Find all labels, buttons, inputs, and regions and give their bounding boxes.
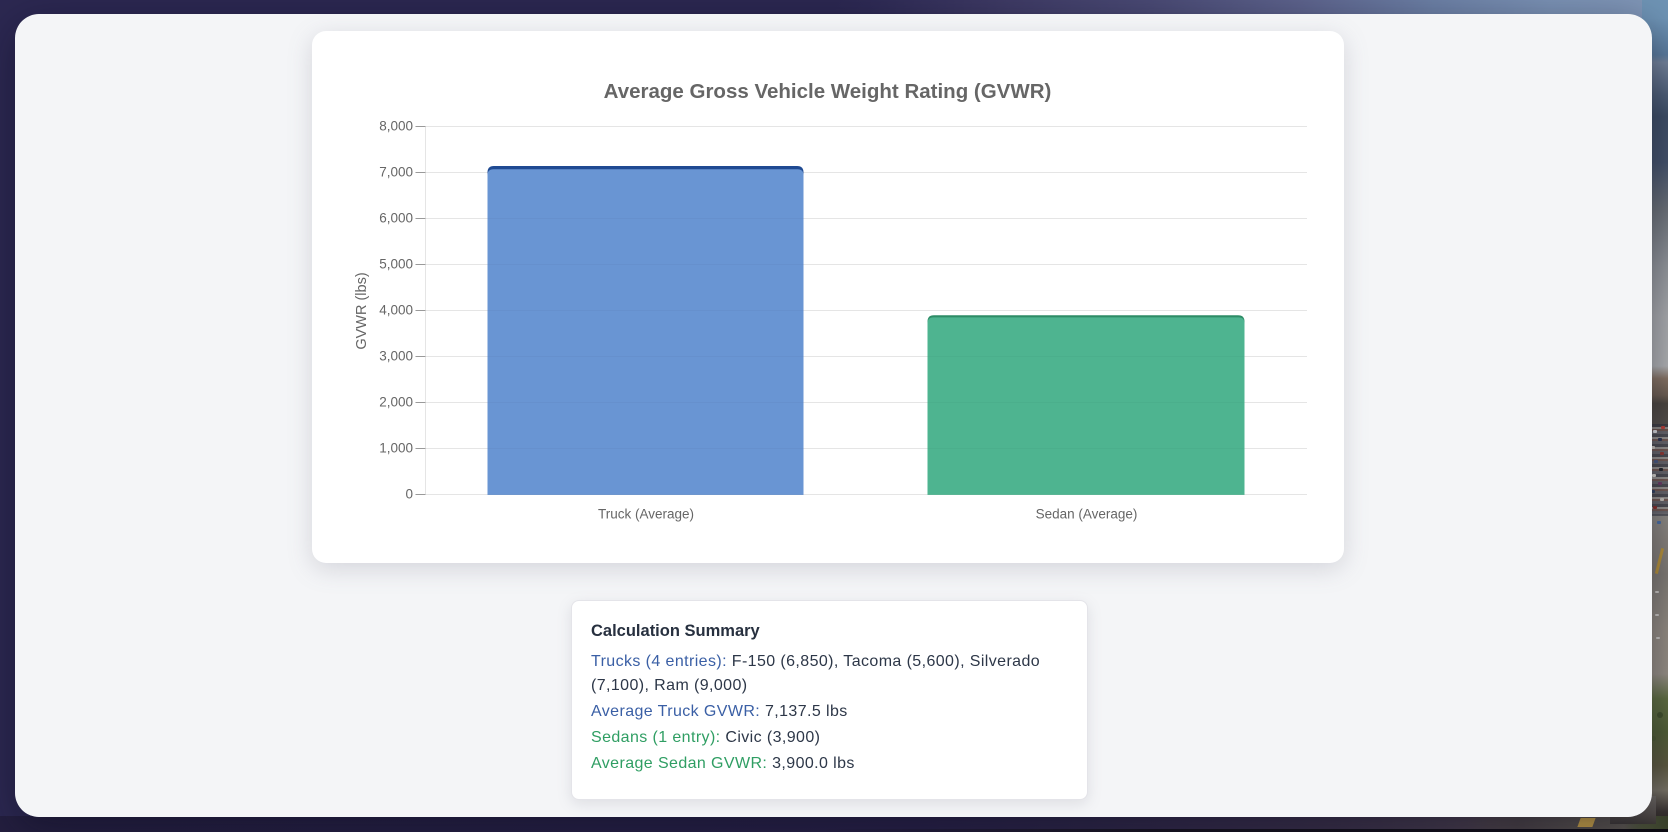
svg-text:0: 0: [405, 487, 413, 502]
svg-text:GVWR (lbs): GVWR (lbs): [354, 272, 370, 349]
svg-text:2,000: 2,000: [379, 395, 413, 410]
svg-text:1,000: 1,000: [379, 441, 413, 456]
svg-text:Truck (Average): Truck (Average): [598, 507, 694, 522]
svg-text:3,000: 3,000: [379, 349, 413, 364]
svg-text:Average Gross Vehicle Weight R: Average Gross Vehicle Weight Rating (GVW…: [604, 80, 1052, 103]
svg-text:8,000: 8,000: [379, 119, 413, 134]
svg-text:Sedan (Average): Sedan (Average): [1036, 507, 1138, 522]
svg-text:4,000: 4,000: [379, 303, 413, 318]
svg-text:7,000: 7,000: [379, 165, 413, 180]
svg-text:6,000: 6,000: [379, 211, 413, 226]
svg-text:5,000: 5,000: [379, 257, 413, 272]
